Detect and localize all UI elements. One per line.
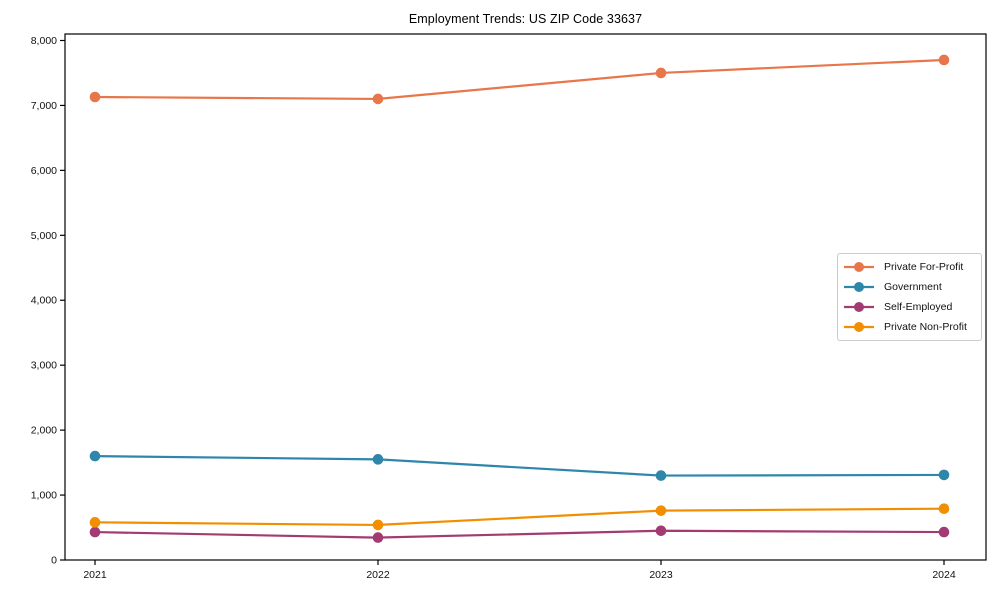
x-tick-label: 2021 bbox=[83, 569, 107, 581]
legend-line-marker-icon bbox=[844, 322, 874, 332]
y-tick-label: 6,000 bbox=[31, 165, 57, 177]
data-point bbox=[89, 450, 101, 462]
data-point bbox=[372, 454, 384, 465]
legend-line-marker-icon bbox=[844, 302, 874, 312]
data-point bbox=[655, 470, 667, 481]
data-point bbox=[89, 91, 101, 103]
data-point bbox=[938, 526, 950, 538]
legend-label: Private For-Profit bbox=[884, 261, 964, 273]
y-tick-label: 0 bbox=[51, 555, 57, 567]
y-tick-label: 4,000 bbox=[31, 295, 57, 307]
data-point bbox=[938, 54, 950, 66]
y-tick-label: 5,000 bbox=[31, 230, 57, 242]
legend-line-marker-icon bbox=[844, 262, 874, 272]
y-tick-label: 3,000 bbox=[31, 360, 57, 372]
data-point bbox=[89, 517, 101, 528]
legend-label: Self-Employed bbox=[884, 301, 953, 313]
legend-line-marker-icon bbox=[844, 282, 874, 292]
y-tick-label: 8,000 bbox=[31, 35, 57, 47]
data-point bbox=[89, 526, 101, 538]
series-line-private-non-profit bbox=[93, 507, 946, 527]
series-line-government bbox=[93, 454, 946, 477]
series-line-private-for-profit bbox=[93, 58, 946, 101]
data-point bbox=[655, 525, 667, 537]
series-line-self-employed bbox=[93, 529, 946, 539]
x-tick-label: 2023 bbox=[649, 569, 673, 581]
data-point bbox=[655, 505, 667, 516]
x-tick-label: 2022 bbox=[366, 569, 390, 581]
y-tick-label: 2,000 bbox=[31, 425, 57, 437]
x-tick-label: 2024 bbox=[932, 569, 956, 581]
data-point bbox=[938, 469, 950, 481]
plot-frame bbox=[64, 33, 987, 561]
legend-item-private-non-profit: Private Non-Profit bbox=[843, 317, 975, 337]
data-point bbox=[372, 519, 384, 531]
data-point bbox=[372, 93, 384, 105]
legend-label: Private Non-Profit bbox=[884, 321, 967, 333]
chart-title: Employment Trends: US ZIP Code 33637 bbox=[408, 12, 643, 26]
legend-item-government: Government bbox=[843, 277, 975, 297]
y-tick-label: 1,000 bbox=[31, 490, 57, 502]
data-point bbox=[655, 67, 667, 79]
legend-item-self-employed: Self-Employed bbox=[843, 297, 975, 317]
y-tick-label: 7,000 bbox=[31, 100, 57, 112]
legend-label: Government bbox=[884, 281, 942, 293]
data-point bbox=[938, 503, 950, 514]
legend: Private For-Profit Government Self-Employe… bbox=[837, 253, 982, 341]
legend-item-private-for-profit: Private For-Profit bbox=[843, 257, 975, 277]
data-point bbox=[372, 532, 384, 543]
